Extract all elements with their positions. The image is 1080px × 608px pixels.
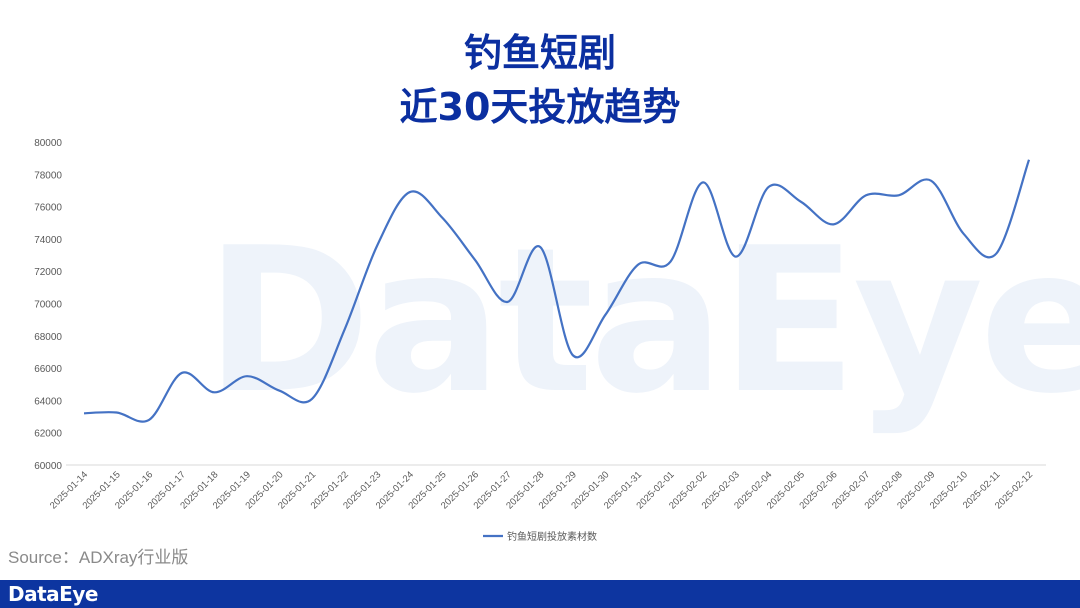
series-line bbox=[83, 159, 1031, 423]
chart-title-line1: 钓鱼短剧 bbox=[463, 31, 616, 75]
y-tick-label: 80000 bbox=[34, 138, 62, 149]
y-tick-label: 68000 bbox=[34, 332, 62, 343]
y-tick-label: 78000 bbox=[34, 170, 62, 181]
footer-bar: DataEye bbox=[0, 580, 1080, 608]
chart-title-line2: 近30天投放趋势 bbox=[399, 85, 681, 129]
footer-logo: DataEye bbox=[8, 582, 98, 606]
y-tick-label: 76000 bbox=[34, 203, 62, 214]
y-tick-label: 66000 bbox=[34, 364, 62, 375]
y-tick-label: 64000 bbox=[34, 396, 62, 407]
legend-label: 钓鱼短剧投放素材数 bbox=[507, 530, 597, 543]
y-tick-label: 60000 bbox=[34, 461, 62, 472]
y-tick-label: 70000 bbox=[34, 300, 62, 311]
y-tick-label: 62000 bbox=[34, 429, 62, 440]
y-tick-label: 72000 bbox=[34, 267, 62, 278]
source-note: Source：ADXray行业版 bbox=[8, 548, 189, 567]
y-tick-label: 74000 bbox=[34, 235, 62, 246]
watermark-logo: DataEye bbox=[205, 205, 1080, 438]
